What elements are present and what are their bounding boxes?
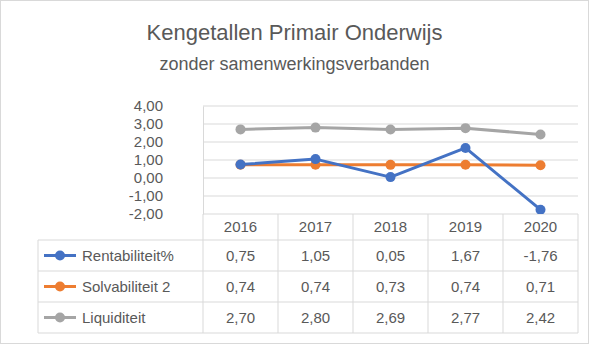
table-value: 0,71	[526, 278, 555, 295]
table-row-line	[38, 271, 578, 272]
chart: Kengetallen Primair Onderwijs zonder same…	[0, 0, 589, 344]
table-value: 0,74	[301, 278, 330, 295]
x-tick-label: 2017	[299, 218, 332, 235]
table-value: 0,75	[226, 247, 255, 264]
legend-marker	[55, 282, 65, 292]
y-tick: -2,00	[129, 205, 203, 222]
y-tick-label: -2,00	[129, 205, 163, 222]
grid-line	[203, 106, 578, 107]
x-tick-label: 2020	[524, 218, 557, 235]
table-row: Solvabiliteit 2 0,74 0,74 0,73 0,74 0,71	[44, 278, 555, 295]
series-marker	[311, 154, 321, 164]
table-value: 1,05	[301, 247, 330, 264]
table-row: Liquiditeit 2,70 2,80 2,69 2,77 2,42	[44, 309, 555, 326]
subtitle: zonder samenwerkingsverbanden	[159, 54, 429, 74]
table-value: 2,80	[301, 309, 330, 326]
y-tick-label: 1,00	[134, 151, 163, 168]
legend-marker	[55, 251, 65, 261]
title: Kengetallen Primair Onderwijs	[147, 20, 443, 45]
table-row-line	[38, 302, 578, 303]
series	[236, 123, 546, 140]
series-line	[241, 148, 541, 210]
series-marker	[536, 160, 546, 170]
series-marker	[461, 143, 471, 153]
table-column-line	[203, 214, 204, 333]
data-table: 2016 2017 2018 2019 2020 Rentabiliteit% 0,75 1,…	[38, 214, 578, 333]
table-row-line	[38, 240, 578, 241]
table-column-line	[278, 214, 279, 333]
y-tick-label: 2,00	[134, 133, 163, 150]
table-column-line	[578, 214, 579, 333]
series-marker	[386, 172, 396, 182]
grid-line	[203, 142, 578, 143]
series-marker	[386, 160, 396, 170]
table-row-line	[38, 333, 578, 334]
series-marker	[536, 205, 546, 214]
series	[236, 143, 546, 214]
series-marker	[386, 125, 396, 135]
table-value: 0,05	[376, 247, 405, 264]
y-tick: 4,00	[134, 97, 203, 114]
plot-area	[236, 123, 546, 214]
table-value: 2,70	[226, 309, 255, 326]
table-value: -1,76	[523, 247, 557, 264]
grid	[203, 106, 578, 214]
table-value: 1,67	[451, 247, 480, 264]
y-tick-label: 4,00	[134, 97, 163, 114]
table-column-line	[428, 214, 429, 333]
y-tick-label: 3,00	[134, 115, 163, 132]
y-axis-line	[203, 107, 204, 215]
chart-frame	[1, 1, 589, 344]
table-column-line	[353, 214, 354, 333]
table-value: 0,73	[376, 278, 405, 295]
grid-line	[203, 124, 578, 125]
x-tick-label: 2019	[449, 218, 482, 235]
table-value: 2,77	[451, 309, 480, 326]
y-tick-label: 0,00	[134, 169, 163, 186]
table-value: 2,69	[376, 309, 405, 326]
x-tick-label: 2016	[224, 218, 257, 235]
legend-label: Rentabiliteit%	[82, 247, 174, 264]
series-marker	[461, 123, 471, 133]
series-marker	[236, 124, 246, 134]
grid-line	[203, 214, 578, 215]
table-row: Rentabiliteit% 0,75 1,05 0,05 1,67 -1,76	[44, 247, 558, 264]
series-marker	[536, 129, 546, 139]
legend-label: Solvabiliteit 2	[82, 278, 170, 295]
legend-label: Liquiditeit	[82, 309, 146, 326]
y-tick: -1,00	[129, 187, 203, 204]
y-tick-label: -1,00	[129, 187, 163, 204]
legend-marker	[55, 313, 65, 323]
table-value: 0,74	[451, 278, 480, 295]
table-value: 0,74	[226, 278, 255, 295]
y-tick: 0,00	[134, 169, 203, 186]
table-value: 2,42	[526, 309, 555, 326]
x-tick-label: 2018	[374, 218, 407, 235]
y-axis: 4,003,002,001,000,00-1,00-2,00	[129, 97, 204, 222]
table-column-line	[38, 240, 39, 333]
y-tick: 2,00	[134, 133, 203, 150]
y-tick: 1,00	[134, 151, 203, 168]
y-tick: 3,00	[134, 115, 203, 132]
series-marker	[236, 160, 246, 170]
series-marker	[311, 123, 321, 133]
series-marker	[236, 160, 246, 170]
table-column-line	[503, 214, 504, 333]
series-marker	[461, 160, 471, 170]
